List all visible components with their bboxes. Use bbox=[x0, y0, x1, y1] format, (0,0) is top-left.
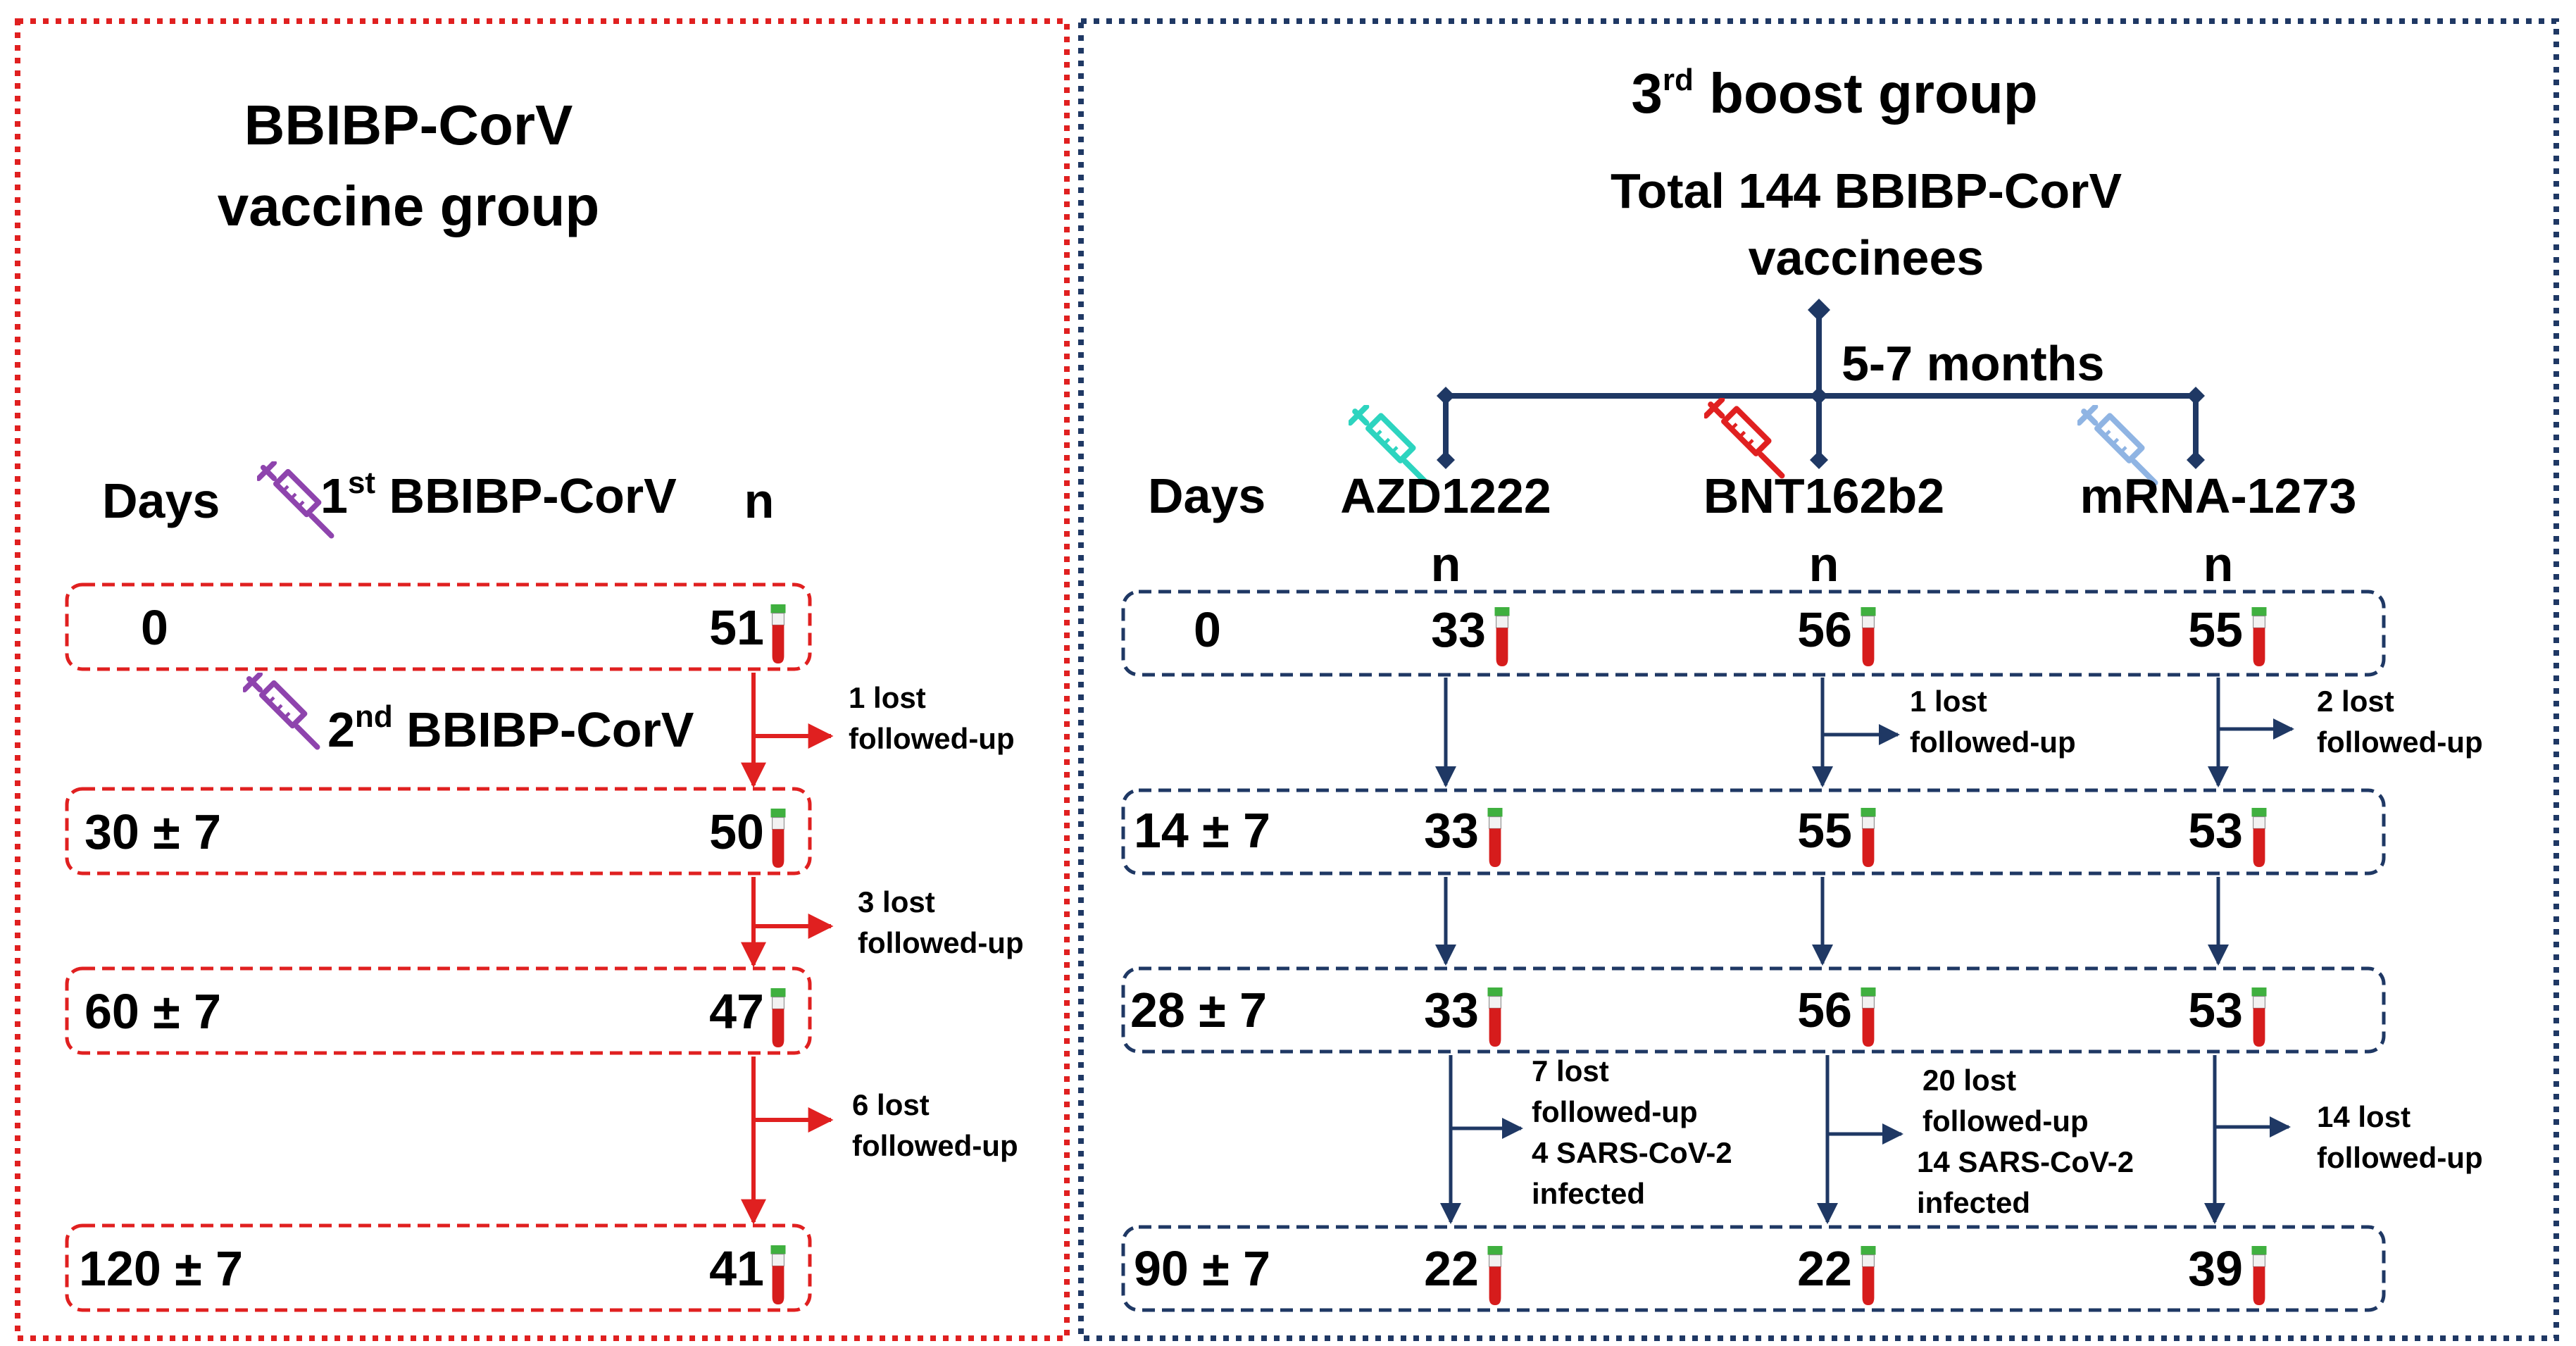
right-row-2-box bbox=[1121, 966, 2386, 1054]
right-row-1-mrna: 53 bbox=[2188, 803, 2243, 858]
left-row-0-n: 51 bbox=[709, 600, 764, 655]
right-n-header-azd: n bbox=[1431, 537, 1461, 592]
right-loss3-mrna-line2: followed-up bbox=[2317, 1141, 2483, 1174]
blood-tube-icon bbox=[1860, 607, 1877, 666]
left-loss-0-line2: followed-up bbox=[849, 722, 1015, 755]
right-row-2-azd: 33 bbox=[1424, 983, 1479, 1037]
right-row-0-bnt: 56 bbox=[1797, 602, 1852, 657]
blood-tube-icon bbox=[1860, 808, 1877, 867]
right-row-0-azd: 33 bbox=[1431, 602, 1486, 657]
right-interval: 5-7 months bbox=[1842, 336, 2104, 391]
blood-tube-icon bbox=[2251, 607, 2268, 666]
right-row-1-azd: 33 bbox=[1424, 803, 1479, 858]
blood-tube-icon bbox=[1494, 607, 1511, 666]
left-loss-2-line2: followed-up bbox=[852, 1129, 1018, 1162]
left-title-line2: vaccine group bbox=[218, 175, 599, 237]
right-days-header: Days bbox=[1148, 468, 1265, 523]
left-row-3-n: 41 bbox=[709, 1241, 764, 1296]
left-row-0-box bbox=[65, 582, 812, 671]
right-loss3-azd-line3: 4 SARS-CoV-2 bbox=[1532, 1136, 1732, 1169]
right-loss1-bnt-line2: followed-up bbox=[1910, 725, 2076, 759]
right-row-3-mrna: 39 bbox=[2188, 1241, 2243, 1296]
blood-tube-icon bbox=[2251, 1246, 2268, 1305]
blood-tube-icon bbox=[1860, 987, 1877, 1047]
syringe-icon-bnt162b2 bbox=[1706, 399, 1782, 475]
left-row-2-n: 47 bbox=[709, 984, 764, 1039]
right-loss3-bnt-line4: infected bbox=[1917, 1186, 2030, 1219]
left-row-3-day: 120 ± 7 bbox=[79, 1241, 243, 1296]
right-row-0-mrna: 55 bbox=[2188, 602, 2243, 657]
left-loss-0-line1: 1 lost bbox=[849, 681, 926, 714]
blood-tube-icon bbox=[1487, 808, 1503, 867]
right-vaccine-bnt162b2: BNT162b2 bbox=[1703, 468, 1944, 523]
right-loss1-mrna-line1: 2 lost bbox=[2317, 685, 2394, 718]
right-row-1-box bbox=[1121, 788, 2386, 875]
right-row-3-bnt: 22 bbox=[1797, 1241, 1852, 1296]
right-loss3-azd-line1: 7 lost bbox=[1532, 1054, 1609, 1088]
right-row-2-bnt: 56 bbox=[1797, 983, 1852, 1037]
left-row-1-n: 50 bbox=[709, 804, 764, 859]
right-loss3-azd-line4: infected bbox=[1532, 1177, 1645, 1210]
left-loss-2-line1: 6 lost bbox=[852, 1088, 930, 1121]
right-vaccine-mrna1273: mRNA-1273 bbox=[2080, 468, 2357, 523]
right-row-3-box bbox=[1121, 1225, 2386, 1312]
left-dose1-label: 1st BBIBP-CorV bbox=[320, 466, 677, 523]
left-row-3-box bbox=[65, 1223, 812, 1312]
boost-tree-nodes bbox=[1437, 303, 2205, 469]
right-row-3-day: 90 ± 7 bbox=[1134, 1241, 1270, 1296]
right-row-1-bnt: 55 bbox=[1797, 803, 1852, 858]
right-loss3-bnt-line2: followed-up bbox=[1922, 1104, 2089, 1138]
right-row-0-box bbox=[1121, 590, 2386, 677]
left-panel-border bbox=[15, 18, 1070, 1341]
left-row-1-box bbox=[65, 787, 812, 875]
right-row-3-azd: 22 bbox=[1424, 1241, 1479, 1296]
right-title: 3rd boost group bbox=[1631, 62, 2037, 125]
right-loss3-bnt-line1: 20 lost bbox=[1922, 1064, 2016, 1097]
right-row-2-mrna: 53 bbox=[2188, 983, 2243, 1037]
left-row-0-day: 0 bbox=[141, 600, 168, 655]
left-dose2-label: 2nd BBIBP-CorV bbox=[327, 699, 694, 757]
right-row-1-day: 14 ± 7 bbox=[1134, 803, 1270, 858]
right-n-header-bnt: n bbox=[1809, 537, 1839, 592]
right-loss1-mrna-line2: followed-up bbox=[2317, 725, 2483, 759]
blood-tube-icon bbox=[770, 988, 787, 1047]
blood-tube-icon bbox=[770, 809, 787, 868]
left-row-1-day: 30 ± 7 bbox=[85, 804, 221, 859]
right-loss3-bnt-line3: 14 SARS-CoV-2 bbox=[1917, 1145, 2134, 1178]
left-row-2-box bbox=[65, 966, 812, 1055]
right-loss1-bnt-line1: 1 lost bbox=[1910, 685, 1987, 718]
right-vaccine-azd1222: AZD1222 bbox=[1340, 468, 1551, 523]
right-row-0-day: 0 bbox=[1194, 602, 1221, 657]
blood-tube-icon bbox=[770, 1245, 787, 1304]
right-row-2-day: 28 ± 7 bbox=[1130, 983, 1267, 1037]
right-loss3-azd-line2: followed-up bbox=[1532, 1095, 1698, 1128]
right-total-line1: Total 144 BBIBP-CorV bbox=[1611, 163, 2122, 218]
right-n-header-mrna: n bbox=[2203, 537, 2234, 592]
right-flow-arrows bbox=[1435, 678, 2294, 1224]
blood-tube-icon bbox=[1860, 1246, 1877, 1305]
right-loss3-mrna-line1: 14 lost bbox=[2317, 1100, 2411, 1133]
blood-tube-icon bbox=[1487, 987, 1503, 1047]
left-n-header: n bbox=[744, 473, 775, 528]
left-title-line1: BBIBP-CorV bbox=[244, 94, 573, 156]
left-loss-1-line2: followed-up bbox=[858, 926, 1024, 959]
blood-tube-icon bbox=[2251, 987, 2268, 1047]
blood-tube-icon bbox=[770, 604, 787, 663]
left-days-header: Days bbox=[102, 473, 220, 528]
left-flow-arrows bbox=[741, 673, 834, 1225]
blood-tube-icon bbox=[2251, 808, 2268, 867]
right-panel-border bbox=[1078, 18, 2559, 1341]
left-loss-1-line1: 3 lost bbox=[858, 885, 935, 918]
right-total-line2: vaccinees bbox=[1749, 230, 1984, 285]
syringe-icon-dose2 bbox=[244, 674, 317, 747]
blood-tube-icon bbox=[1487, 1246, 1503, 1305]
left-row-2-day: 60 ± 7 bbox=[85, 984, 221, 1039]
